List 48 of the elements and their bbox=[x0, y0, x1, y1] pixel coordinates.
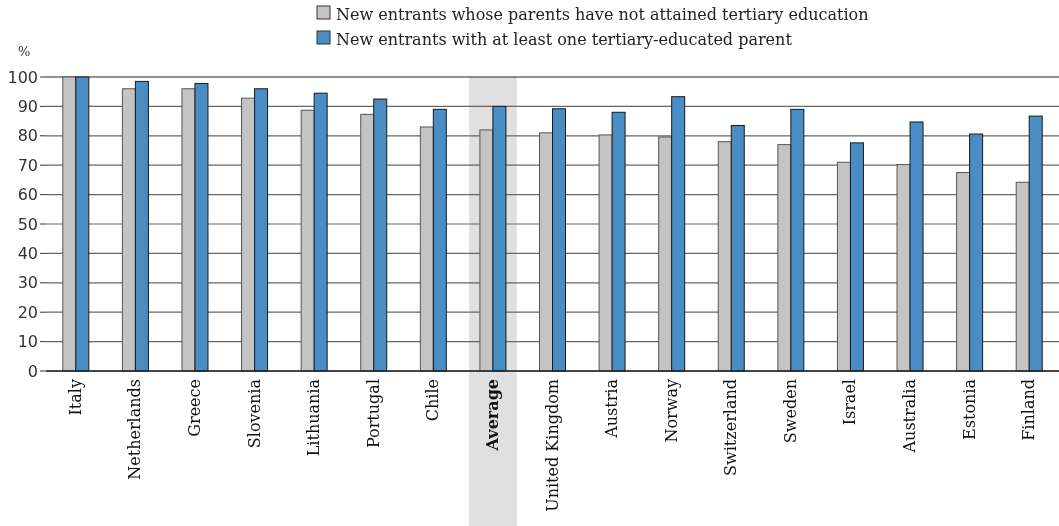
bar bbox=[1015, 181, 1030, 372]
y-tick-label: 50 bbox=[17, 214, 38, 234]
x-tick-label: Italy bbox=[65, 379, 85, 416]
legend-label: New entrants with at least one tertiary-educated parent bbox=[336, 29, 793, 49]
y-tick-label: 70 bbox=[17, 155, 38, 175]
x-tick-label: Portugal bbox=[363, 379, 383, 449]
bar bbox=[896, 164, 911, 372]
x-tick-label: Sweden bbox=[780, 379, 800, 444]
x-tick-label: Australia bbox=[900, 378, 920, 454]
x-tick-label: Austria bbox=[602, 378, 622, 439]
x-tick-label: Norway bbox=[661, 379, 681, 443]
bar bbox=[300, 109, 315, 372]
legend-label: New entrants whose parents have not attained tertiary education bbox=[336, 4, 869, 24]
y-tick-label: 60 bbox=[17, 185, 38, 205]
y-tick-label: 40 bbox=[17, 244, 38, 263]
y-tick-label: 0 bbox=[27, 361, 38, 381]
bar bbox=[598, 134, 613, 372]
bar bbox=[836, 161, 851, 372]
bar bbox=[62, 76, 77, 372]
x-tick-label: Israel bbox=[840, 379, 860, 426]
bar bbox=[777, 144, 792, 372]
y-tick-label: 30 bbox=[17, 273, 38, 293]
x-tick-label: Finland bbox=[1019, 379, 1039, 441]
y-tick-label: 20 bbox=[17, 302, 38, 322]
bar bbox=[479, 129, 494, 372]
bar bbox=[360, 113, 375, 372]
x-tick-label: Netherlands bbox=[125, 379, 145, 480]
bar bbox=[658, 136, 673, 372]
x-tick-label: Average bbox=[482, 379, 502, 452]
y-tick-label: 90 bbox=[17, 97, 38, 116]
bar bbox=[539, 132, 553, 372]
bar bbox=[717, 141, 732, 372]
y-tick-label: 100 bbox=[7, 67, 38, 87]
bar bbox=[121, 88, 136, 372]
x-tick-label: United Kingdom bbox=[542, 379, 562, 512]
x-tick-label: Slovenia bbox=[244, 378, 264, 449]
x-tick-label: Lithuania bbox=[304, 378, 324, 457]
bar bbox=[181, 88, 196, 372]
bar bbox=[419, 126, 434, 372]
x-tick-label: Greece bbox=[184, 379, 204, 437]
bar bbox=[241, 97, 256, 372]
y-tick-label: 80 bbox=[17, 126, 38, 146]
x-tick-label: Switzerland bbox=[721, 379, 741, 476]
y-tick-label: 10 bbox=[17, 332, 38, 352]
y-axis-title: % bbox=[18, 44, 31, 59]
x-tick-label: Chile bbox=[423, 379, 443, 422]
bar bbox=[956, 172, 971, 372]
x-tick-label: Estonia bbox=[959, 378, 979, 440]
